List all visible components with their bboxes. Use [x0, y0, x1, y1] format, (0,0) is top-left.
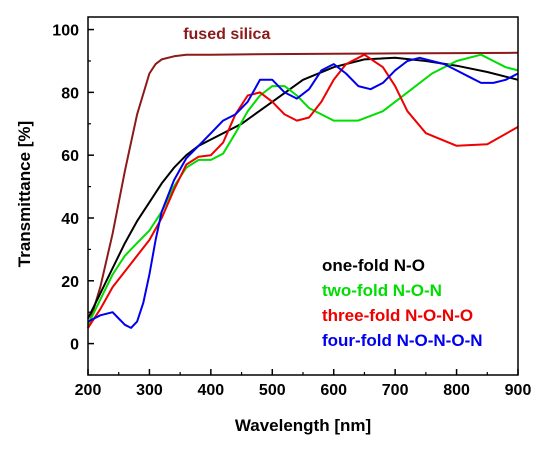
- y-tick-label: 100: [52, 23, 79, 40]
- y-tick-label: 20: [61, 274, 79, 291]
- series-line-2: [87, 53, 519, 326]
- series-line-1: [87, 56, 519, 319]
- x-axis-title: Wavelength [nm]: [235, 416, 371, 435]
- y-tick-label: 60: [61, 148, 79, 165]
- annotation-layer: fused silica: [183, 26, 270, 43]
- series-line-4: [87, 56, 519, 329]
- y-tick-label: 0: [70, 337, 79, 354]
- y-axis: 0 20 40 60 80 100: [52, 23, 94, 354]
- y-tick-label: 40: [61, 211, 79, 228]
- x-axis: 200 300 400 500 600 700 800 900: [75, 369, 532, 399]
- x-tick-label: 200: [75, 382, 102, 399]
- legend: one-fold N-O two-fold N-O-N three-fold N-O…: [322, 256, 483, 350]
- series-line-3: [87, 53, 519, 329]
- legend-entry: four-fold N-O-N-O-N: [322, 331, 483, 350]
- x-tick-label: 600: [320, 382, 347, 399]
- x-tick-label: 900: [505, 382, 532, 399]
- x-tick-label: 700: [382, 382, 409, 399]
- x-tick-label: 300: [136, 382, 163, 399]
- legend-entry: one-fold N-O: [322, 256, 425, 275]
- annotation-label: fused silica: [183, 26, 270, 43]
- y-tick-label: 80: [61, 85, 79, 102]
- x-tick-label: 800: [443, 382, 470, 399]
- y-axis-title: Transmittance [%]: [15, 121, 34, 267]
- legend-entry: three-fold N-O-N-O: [322, 306, 473, 325]
- x-tick-label: 400: [198, 382, 225, 399]
- legend-entry: two-fold N-O-N: [322, 281, 442, 300]
- series-layer: [87, 51, 519, 329]
- x-tick-label: 500: [259, 382, 286, 399]
- series-line-0: [87, 51, 519, 329]
